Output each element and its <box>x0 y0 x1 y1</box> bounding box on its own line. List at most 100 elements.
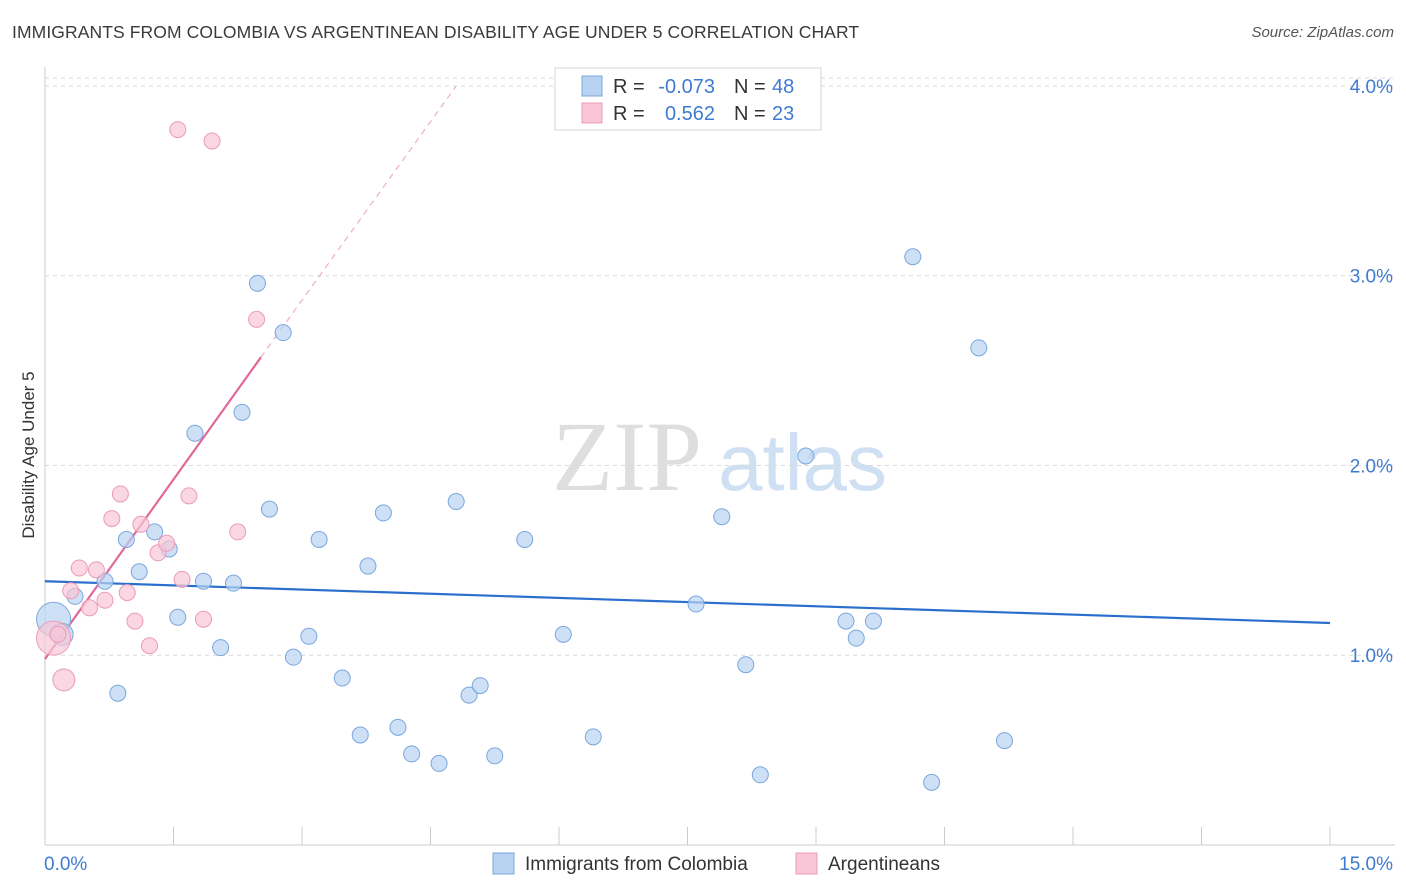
legend-n-label-1: N = <box>734 76 766 98</box>
watermark-zip: ZIP <box>552 401 702 512</box>
y-tick-label-1: 2.0% <box>1350 456 1393 477</box>
argentineans-point-2 <box>62 582 80 600</box>
source-credit: Source: ZipAtlas.com <box>1251 24 1394 41</box>
legend-swatch-blue <box>581 75 603 97</box>
y-axis-label: Disability Age Under 5 <box>19 371 38 538</box>
legend-n-label-2: N = <box>734 103 766 125</box>
argentineans-point-18 <box>194 610 212 628</box>
colombia-point-9 <box>169 608 187 626</box>
colombia-point-23 <box>359 557 377 575</box>
argentineans-point-14 <box>158 534 176 552</box>
colombia-point-15 <box>248 274 266 292</box>
y-tick-labels: 1.0% 2.0% 3.0% 4.0% <box>1350 77 1393 667</box>
colombia-point-12 <box>212 639 230 657</box>
y-tick-label-0: 1.0% <box>1350 646 1393 667</box>
legend-r-value-2: 0.562 <box>665 103 715 125</box>
colombia-point-3 <box>96 572 114 590</box>
legend-r-label-2: R = <box>613 103 645 125</box>
legend-n-value-2: 23 <box>772 103 794 125</box>
colombia-point-44 <box>923 773 941 791</box>
bottom-legend-argentineans: Argentineans <box>828 854 940 875</box>
colombia-point-6 <box>130 563 148 581</box>
colombia-point-17 <box>274 324 292 342</box>
colombia-point-46 <box>995 732 1013 750</box>
legend-r-label-1: R = <box>613 76 645 98</box>
y-tick-label-3: 4.0% <box>1350 77 1393 98</box>
colombia-point-5 <box>117 530 135 548</box>
colombia-point-13 <box>224 574 242 592</box>
argentineans-point-22 <box>49 625 67 643</box>
colombia-point-11 <box>194 572 212 590</box>
bottom-legend-colombia: Immigrants from Colombia <box>525 854 748 875</box>
colombia-point-24 <box>374 504 392 522</box>
colombia-point-21 <box>333 669 351 687</box>
argentineans-point-3 <box>70 559 88 577</box>
colombia-point-4 <box>109 684 127 702</box>
legend-n-value-1: 48 <box>772 76 794 98</box>
colombia-point-19 <box>300 627 318 645</box>
colombia-point-10 <box>186 424 204 442</box>
colombia-point-22 <box>351 726 369 744</box>
bottom-legend-swatch-colombia <box>492 852 515 875</box>
argentineans-point-1 <box>52 668 76 692</box>
x-tick-labels: 0.0% 15.0% <box>44 854 1393 875</box>
trend-lines <box>44 85 1331 660</box>
argentineans-point-17 <box>180 487 198 505</box>
x-tick-label-1: 15.0% <box>1339 854 1393 875</box>
colombia-point-26 <box>403 745 421 763</box>
colombia-point-35 <box>687 595 705 613</box>
colombia-point-20 <box>310 530 328 548</box>
argentineans-trend-extension <box>260 85 457 358</box>
bottom-legend: Immigrants from Colombia Argentineans <box>492 852 940 875</box>
argentineans-trend-line <box>44 356 262 660</box>
argentineans-point-5 <box>87 561 105 579</box>
x-tick-label-0: 0.0% <box>44 854 87 875</box>
argentineans-point-12 <box>141 637 159 655</box>
watermark: ZIP atlas <box>552 401 887 512</box>
colombia-point-25 <box>389 718 407 736</box>
argentineans-point-20 <box>229 523 247 541</box>
chart-title: IMMIGRANTS FROM COLOMBIA VS ARGENTINEAN … <box>12 22 860 42</box>
colombia-point-38 <box>751 766 769 784</box>
argentineans-point-8 <box>111 485 129 503</box>
colombia-point-27 <box>430 754 448 772</box>
colombia-trend-line <box>44 580 1331 625</box>
argentineans-point-10 <box>126 612 144 630</box>
colombia-point-36 <box>713 508 731 526</box>
colombia-point-16 <box>260 500 278 518</box>
colombia-point-14 <box>233 403 251 421</box>
colombia-point-42 <box>864 612 882 630</box>
colombia-point-31 <box>486 747 504 765</box>
argentineans-point-4 <box>81 599 99 617</box>
colombia-point-39 <box>797 447 815 465</box>
series-argentineans-points <box>36 121 266 692</box>
colombia-point-45 <box>970 339 988 357</box>
bottom-legend-swatch-argentineans <box>795 852 818 875</box>
legend-r-value-1: -0.073 <box>658 76 715 98</box>
colombia-point-32 <box>516 530 534 548</box>
series-colombia-points <box>36 248 1013 791</box>
colombia-point-29 <box>460 686 478 704</box>
argentineans-point-6 <box>96 591 114 609</box>
colombia-point-34 <box>584 728 602 746</box>
colombia-point-43 <box>904 248 922 266</box>
colombia-point-40 <box>837 612 855 630</box>
argentineans-point-16 <box>173 570 191 588</box>
colombia-point-7 <box>146 523 164 541</box>
argentineans-point-15 <box>169 121 187 139</box>
argentineans-point-21 <box>248 310 266 328</box>
stats-legend: R = -0.073 N = 48 R = 0.562 N = 23 <box>554 67 822 131</box>
argentineans-point-9 <box>118 584 136 602</box>
argentineans-point-19 <box>203 132 221 150</box>
y-tick-label-2: 3.0% <box>1350 267 1393 288</box>
colombia-point-30 <box>471 677 489 695</box>
colombia-point-37 <box>737 656 755 674</box>
axes <box>44 67 1395 846</box>
argentineans-point-7 <box>103 510 121 528</box>
colombia-point-28 <box>447 493 465 511</box>
colombia-point-33 <box>554 625 572 643</box>
legend-swatch-pink <box>581 102 603 124</box>
colombia-point-18 <box>284 648 302 666</box>
colombia-point-41 <box>847 629 865 647</box>
